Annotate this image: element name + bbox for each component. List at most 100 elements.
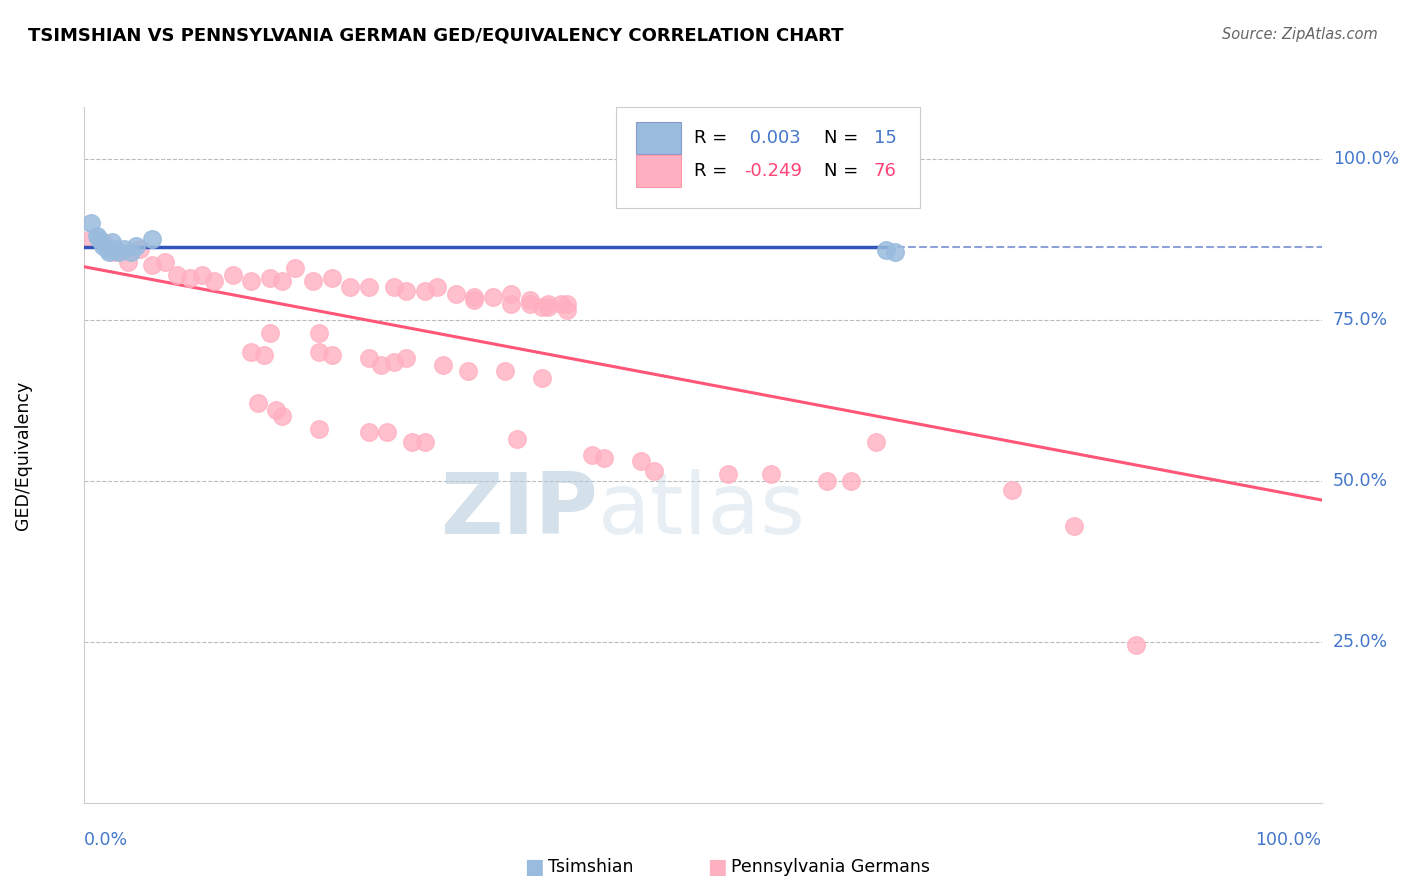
Point xyxy=(741,145,763,160)
Point xyxy=(125,238,148,252)
Point xyxy=(100,235,122,250)
Text: R =: R = xyxy=(695,128,734,146)
Point xyxy=(308,326,330,340)
Point xyxy=(259,270,281,285)
Point xyxy=(308,344,330,359)
Point xyxy=(481,290,503,304)
Point xyxy=(222,268,245,282)
Point xyxy=(179,270,201,285)
Text: ■: ■ xyxy=(707,857,727,877)
Point xyxy=(308,422,330,436)
Point xyxy=(875,243,897,257)
Point xyxy=(395,284,418,298)
Point xyxy=(501,286,523,301)
Point xyxy=(457,364,479,378)
Point xyxy=(1125,638,1147,652)
Point xyxy=(555,296,578,310)
Point xyxy=(86,228,108,243)
Point xyxy=(120,244,142,259)
Point xyxy=(519,296,541,310)
Text: 0.003: 0.003 xyxy=(744,128,800,146)
Point xyxy=(463,293,485,308)
Point xyxy=(537,300,560,314)
Text: 25.0%: 25.0% xyxy=(1333,632,1388,651)
Point xyxy=(413,284,436,298)
FancyBboxPatch shape xyxy=(636,155,681,187)
Point xyxy=(815,474,838,488)
Point xyxy=(728,145,751,160)
Point xyxy=(865,435,887,450)
Point xyxy=(271,274,294,288)
Point xyxy=(413,435,436,450)
Point xyxy=(382,280,405,294)
Point xyxy=(1063,518,1085,533)
Point xyxy=(593,451,616,466)
Point xyxy=(339,280,361,294)
Point xyxy=(79,232,101,246)
Text: atlas: atlas xyxy=(598,469,806,552)
Point xyxy=(581,448,603,462)
Point xyxy=(117,254,139,268)
Text: -0.249: -0.249 xyxy=(744,162,801,180)
Point xyxy=(555,303,578,318)
Point xyxy=(89,232,111,246)
Point xyxy=(96,242,118,256)
Text: 15: 15 xyxy=(873,128,897,146)
Point xyxy=(246,396,269,410)
Point xyxy=(259,326,281,340)
Point xyxy=(401,435,423,450)
Point xyxy=(531,370,554,384)
FancyBboxPatch shape xyxy=(636,121,681,153)
Text: 100.0%: 100.0% xyxy=(1256,830,1322,848)
Point xyxy=(191,268,214,282)
Text: Pennsylvania Germans: Pennsylvania Germans xyxy=(731,858,931,876)
Point xyxy=(444,286,467,301)
Point xyxy=(166,268,188,282)
Point xyxy=(630,454,652,468)
Point xyxy=(321,270,343,285)
Point xyxy=(153,254,176,268)
Point xyxy=(519,293,541,308)
Text: GED/Equivalency: GED/Equivalency xyxy=(14,380,32,530)
Point xyxy=(463,290,485,304)
Text: 50.0%: 50.0% xyxy=(1333,472,1388,490)
Point xyxy=(129,242,152,256)
Text: N =: N = xyxy=(824,128,865,146)
Text: 0.0%: 0.0% xyxy=(84,830,128,848)
Point xyxy=(759,467,782,482)
Point xyxy=(271,409,294,424)
Point xyxy=(357,351,380,366)
Point xyxy=(104,242,127,256)
Point xyxy=(1001,483,1024,498)
Point xyxy=(537,296,560,310)
Text: ZIP: ZIP xyxy=(440,469,598,552)
FancyBboxPatch shape xyxy=(616,107,920,208)
Point xyxy=(395,351,418,366)
Point xyxy=(141,232,163,246)
Point xyxy=(370,358,392,372)
Point xyxy=(432,358,454,372)
Point xyxy=(112,242,135,256)
Point xyxy=(377,425,399,440)
Point xyxy=(321,348,343,362)
Point xyxy=(531,300,554,314)
Point xyxy=(717,467,740,482)
Point xyxy=(841,474,863,488)
Point xyxy=(550,296,572,310)
Point xyxy=(240,274,263,288)
Text: 75.0%: 75.0% xyxy=(1333,310,1388,328)
Text: TSIMSHIAN VS PENNSYLVANIA GERMAN GED/EQUIVALENCY CORRELATION CHART: TSIMSHIAN VS PENNSYLVANIA GERMAN GED/EQU… xyxy=(28,27,844,45)
Point xyxy=(108,244,131,259)
Text: ■: ■ xyxy=(524,857,544,877)
Point xyxy=(883,244,905,259)
Text: 100.0%: 100.0% xyxy=(1333,150,1399,168)
Point xyxy=(79,216,101,230)
Point xyxy=(506,432,529,446)
Text: 76: 76 xyxy=(873,162,897,180)
Text: Tsimshian: Tsimshian xyxy=(548,858,634,876)
Point xyxy=(357,425,380,440)
Point xyxy=(357,280,380,294)
Point xyxy=(501,296,523,310)
Point xyxy=(253,348,276,362)
Point xyxy=(264,402,287,417)
